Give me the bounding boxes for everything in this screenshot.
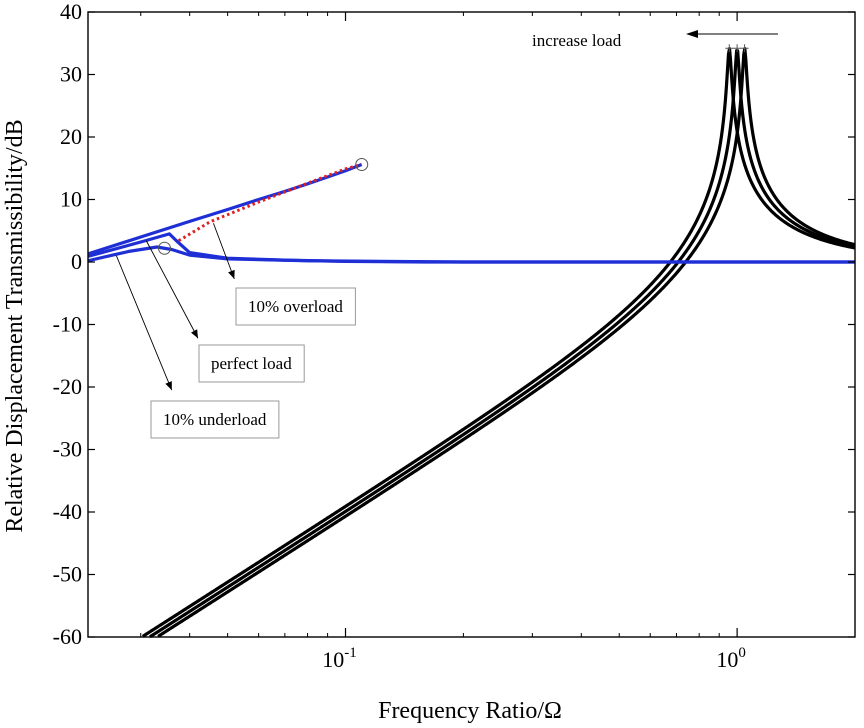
y-tick-label: 40 — [60, 0, 82, 24]
x-axis-label: Frequency Ratio/Ω — [378, 698, 562, 724]
y-tick-label: 10 — [60, 187, 82, 212]
x-tick-label: 100 — [716, 645, 746, 672]
jump-point-marker-1 — [355, 158, 369, 171]
axis-labels: Frequency Ratio/Ω Relative Displacement … — [2, 119, 562, 724]
low-frequency-curve-3 — [87, 245, 855, 264]
y-tick-label: -40 — [53, 499, 82, 524]
annotation-underload: 10% underload — [163, 410, 267, 429]
pointer-underload — [115, 255, 173, 391]
y-tick-label: -30 — [53, 437, 82, 462]
pointer-underload-head — [165, 381, 172, 391]
pointer-overload — [213, 223, 235, 280]
y-tick-label: -10 — [53, 312, 82, 337]
x-tick-label: 10-1 — [322, 645, 357, 672]
y-tick-label: 20 — [60, 124, 82, 149]
y-tick-label: -50 — [53, 562, 82, 587]
peak-marker-2 — [733, 44, 742, 53]
annotation-box — [235, 287, 356, 326]
pointer-perfect-head — [190, 329, 198, 339]
pointer-perfect — [145, 240, 199, 339]
y-tick-label: -60 — [53, 624, 82, 649]
annotation-increase-load: increase load — [532, 31, 622, 50]
resonance-curve-2 — [149, 48, 856, 639]
peak-marker-1 — [725, 44, 734, 53]
plot-curves — [87, 44, 856, 639]
peak-marker-3 — [740, 44, 749, 53]
annotation-perfect-load: perfect load — [211, 354, 292, 373]
pointer-overload-head — [228, 269, 235, 279]
y-tick-label: -20 — [53, 374, 82, 399]
annotation-overload: 10% overload — [248, 297, 343, 316]
annotation-box — [198, 344, 305, 383]
annotations: increase load 10% overload perfect load 10… — [115, 30, 778, 439]
increase-load-arrow-head — [686, 30, 698, 38]
y-tick-label: 30 — [60, 62, 82, 87]
y-tick-label: 0 — [71, 249, 82, 274]
resonance-curve-3 — [157, 46, 856, 638]
annotation-box — [150, 400, 280, 439]
jump-point-marker-2 — [158, 241, 172, 255]
resonance-curve-1 — [141, 47, 856, 638]
y-axis-label: Relative Displacement Transmissibility/d… — [2, 119, 28, 532]
